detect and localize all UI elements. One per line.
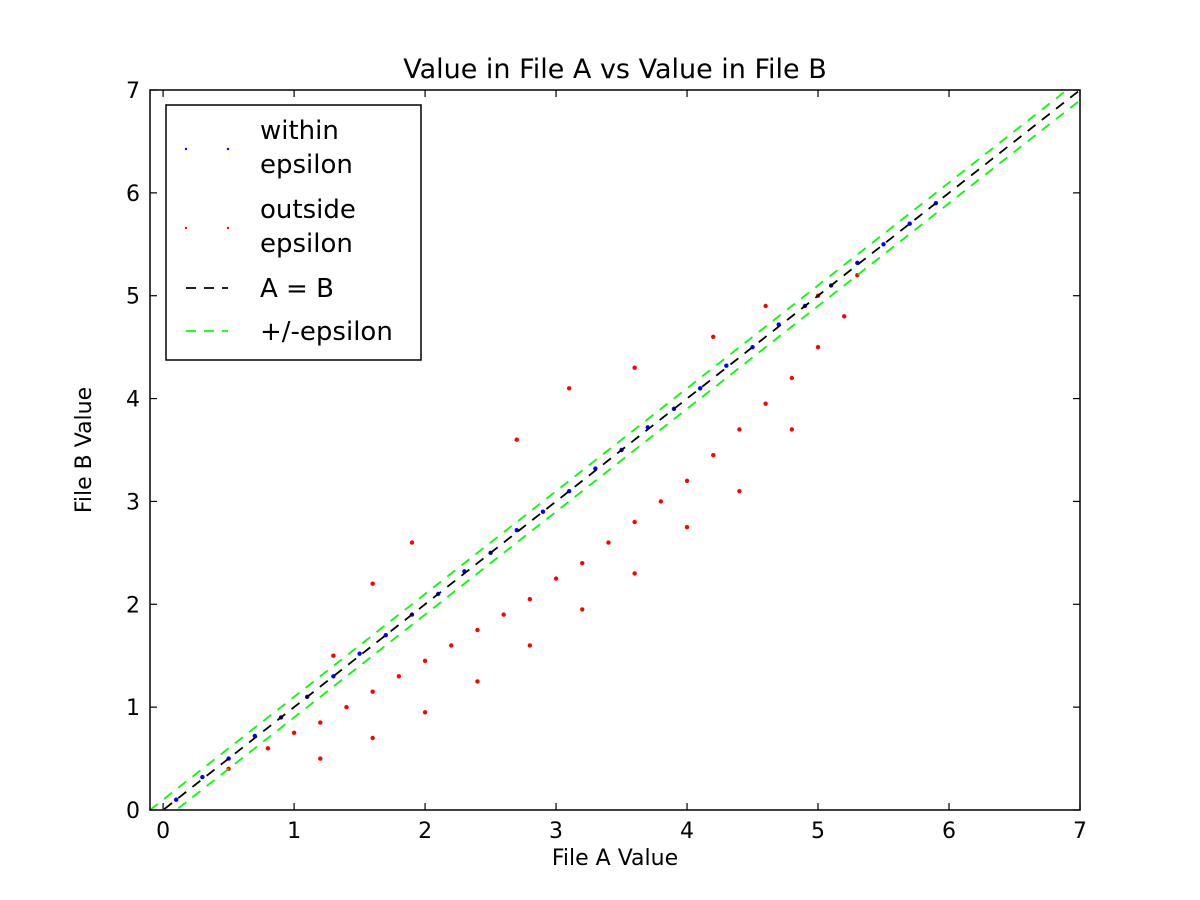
x-axis-ticks: 0 1 2 3 4 5 6 7 [156, 90, 1087, 844]
outside-epsilon-point [449, 643, 454, 648]
within-epsilon-point [173, 797, 179, 802]
outside-epsilon-point [711, 452, 716, 458]
y-tick-label: 0 [126, 799, 140, 824]
legend-label-line: A = B [260, 274, 334, 304]
outside-epsilon-point [711, 334, 716, 340]
within-epsilon-point [514, 528, 519, 533]
y-axis-label: File B Value [72, 387, 97, 513]
within-epsilon-point [881, 242, 886, 247]
plot-area [150, 90, 1080, 810]
within-epsilon-point [357, 651, 362, 656]
y-tick-label: 5 [126, 285, 140, 310]
outside-epsilon-point [475, 679, 480, 684]
legend-label-line: +/-epsilon [260, 317, 393, 347]
outside-epsilon-point [344, 704, 349, 710]
legend-entry-a-equals-b: A = B [186, 274, 334, 304]
outside-epsilon-point [514, 437, 519, 442]
legend-marker-outside-epsilon [226, 226, 230, 230]
within-epsilon-point [540, 509, 546, 514]
outside-epsilon-point [527, 596, 533, 602]
legend-label-line: within [260, 116, 339, 146]
axes-frame [149, 89, 1081, 811]
y-tick-label: 7 [126, 79, 140, 104]
within-epsilon-point [724, 363, 729, 368]
within-epsilon-point [697, 386, 703, 391]
y-axis-ticks: 0 1 2 3 4 5 6 7 [126, 79, 1080, 824]
outside-epsilon-point [527, 643, 533, 648]
y-tick-label: 2 [126, 593, 140, 618]
outside-epsilon-point [318, 756, 323, 761]
legend-box [165, 104, 422, 361]
legend-entry-within-epsilon: within epsilon [184, 116, 353, 180]
outside-epsilon-point [370, 735, 375, 741]
outside-epsilon-point [265, 746, 271, 751]
y-tick-label: 3 [126, 490, 140, 515]
x-tick-label: 5 [811, 819, 825, 844]
outside-epsilon-point [422, 710, 428, 715]
outside-epsilon-point [318, 720, 323, 725]
x-axis-label: File A Value [552, 846, 678, 871]
outside-epsilon-point [566, 386, 572, 391]
x-tick-label: 3 [549, 819, 563, 844]
within-epsilon-point [200, 774, 205, 780]
legend-label-epsilon-band: +/-epsilon [260, 317, 393, 347]
legend-entry-epsilon-band: +/-epsilon [186, 317, 393, 347]
within-epsilon-point [383, 632, 388, 638]
outside-epsilon-point [291, 730, 297, 736]
outside-epsilon-point [684, 478, 690, 484]
legend-entry-outside-epsilon: outside epsilon [184, 195, 356, 259]
y-tick-label: 1 [126, 696, 140, 721]
outside-epsilon-point [763, 303, 768, 309]
legend-marker-within-epsilon [226, 147, 230, 151]
legend: within epsilon outside epsilon A = B +/-ep… [165, 104, 422, 361]
x-tick-label: 0 [156, 819, 170, 844]
outside-epsilon-point [370, 581, 375, 586]
legend-label-a-equals-b: A = B [260, 274, 334, 304]
outside-epsilon-point [422, 658, 428, 664]
outside-epsilon-point [815, 344, 821, 350]
outside-epsilon-point [789, 427, 795, 432]
x-tick-label: 6 [942, 819, 956, 844]
legend-label-within-epsilon: within epsilon [260, 116, 353, 180]
outside-epsilon-point [553, 576, 559, 581]
outside-epsilon-point [632, 571, 637, 576]
x-tick-label: 7 [1073, 819, 1087, 844]
outside-epsilon-point [606, 540, 611, 545]
y-tick-label: 6 [126, 182, 140, 207]
legend-marker-within-epsilon [184, 147, 188, 151]
outside-epsilon-point [409, 540, 415, 545]
outside-epsilon-point [737, 488, 742, 494]
outside-epsilon-point [684, 524, 690, 530]
outside-epsilon-point [789, 375, 795, 381]
outside-epsilon-point [475, 627, 480, 633]
legend-marker-outside-epsilon [184, 226, 188, 230]
outside-epsilon-point [501, 612, 506, 617]
outside-epsilon-point [632, 519, 637, 525]
outside-epsilon-point [331, 653, 336, 658]
outside-epsilon-point [763, 401, 768, 406]
outside-epsilon-point [737, 427, 742, 432]
chart-title: Value in File A vs Value in File B [403, 54, 827, 85]
outside-epsilon-point [632, 365, 637, 370]
legend-label-line: outside [260, 195, 356, 225]
x-tick-label: 2 [418, 819, 432, 844]
outside-epsilon-point [842, 314, 847, 319]
outside-epsilon-point [580, 560, 585, 566]
outside-epsilon-point [658, 499, 664, 504]
outside-epsilon-point [396, 674, 402, 679]
outside-epsilon-point [370, 689, 375, 694]
outside-epsilon-point [580, 607, 585, 612]
legend-label-line: epsilon [260, 229, 353, 259]
legend-label-line: epsilon [260, 150, 353, 180]
x-tick-label: 1 [287, 819, 301, 844]
within-epsilon-point [907, 221, 912, 226]
legend-label-outside-epsilon: outside epsilon [260, 195, 356, 259]
x-tick-label: 4 [680, 819, 694, 844]
y-tick-label: 4 [126, 388, 140, 413]
